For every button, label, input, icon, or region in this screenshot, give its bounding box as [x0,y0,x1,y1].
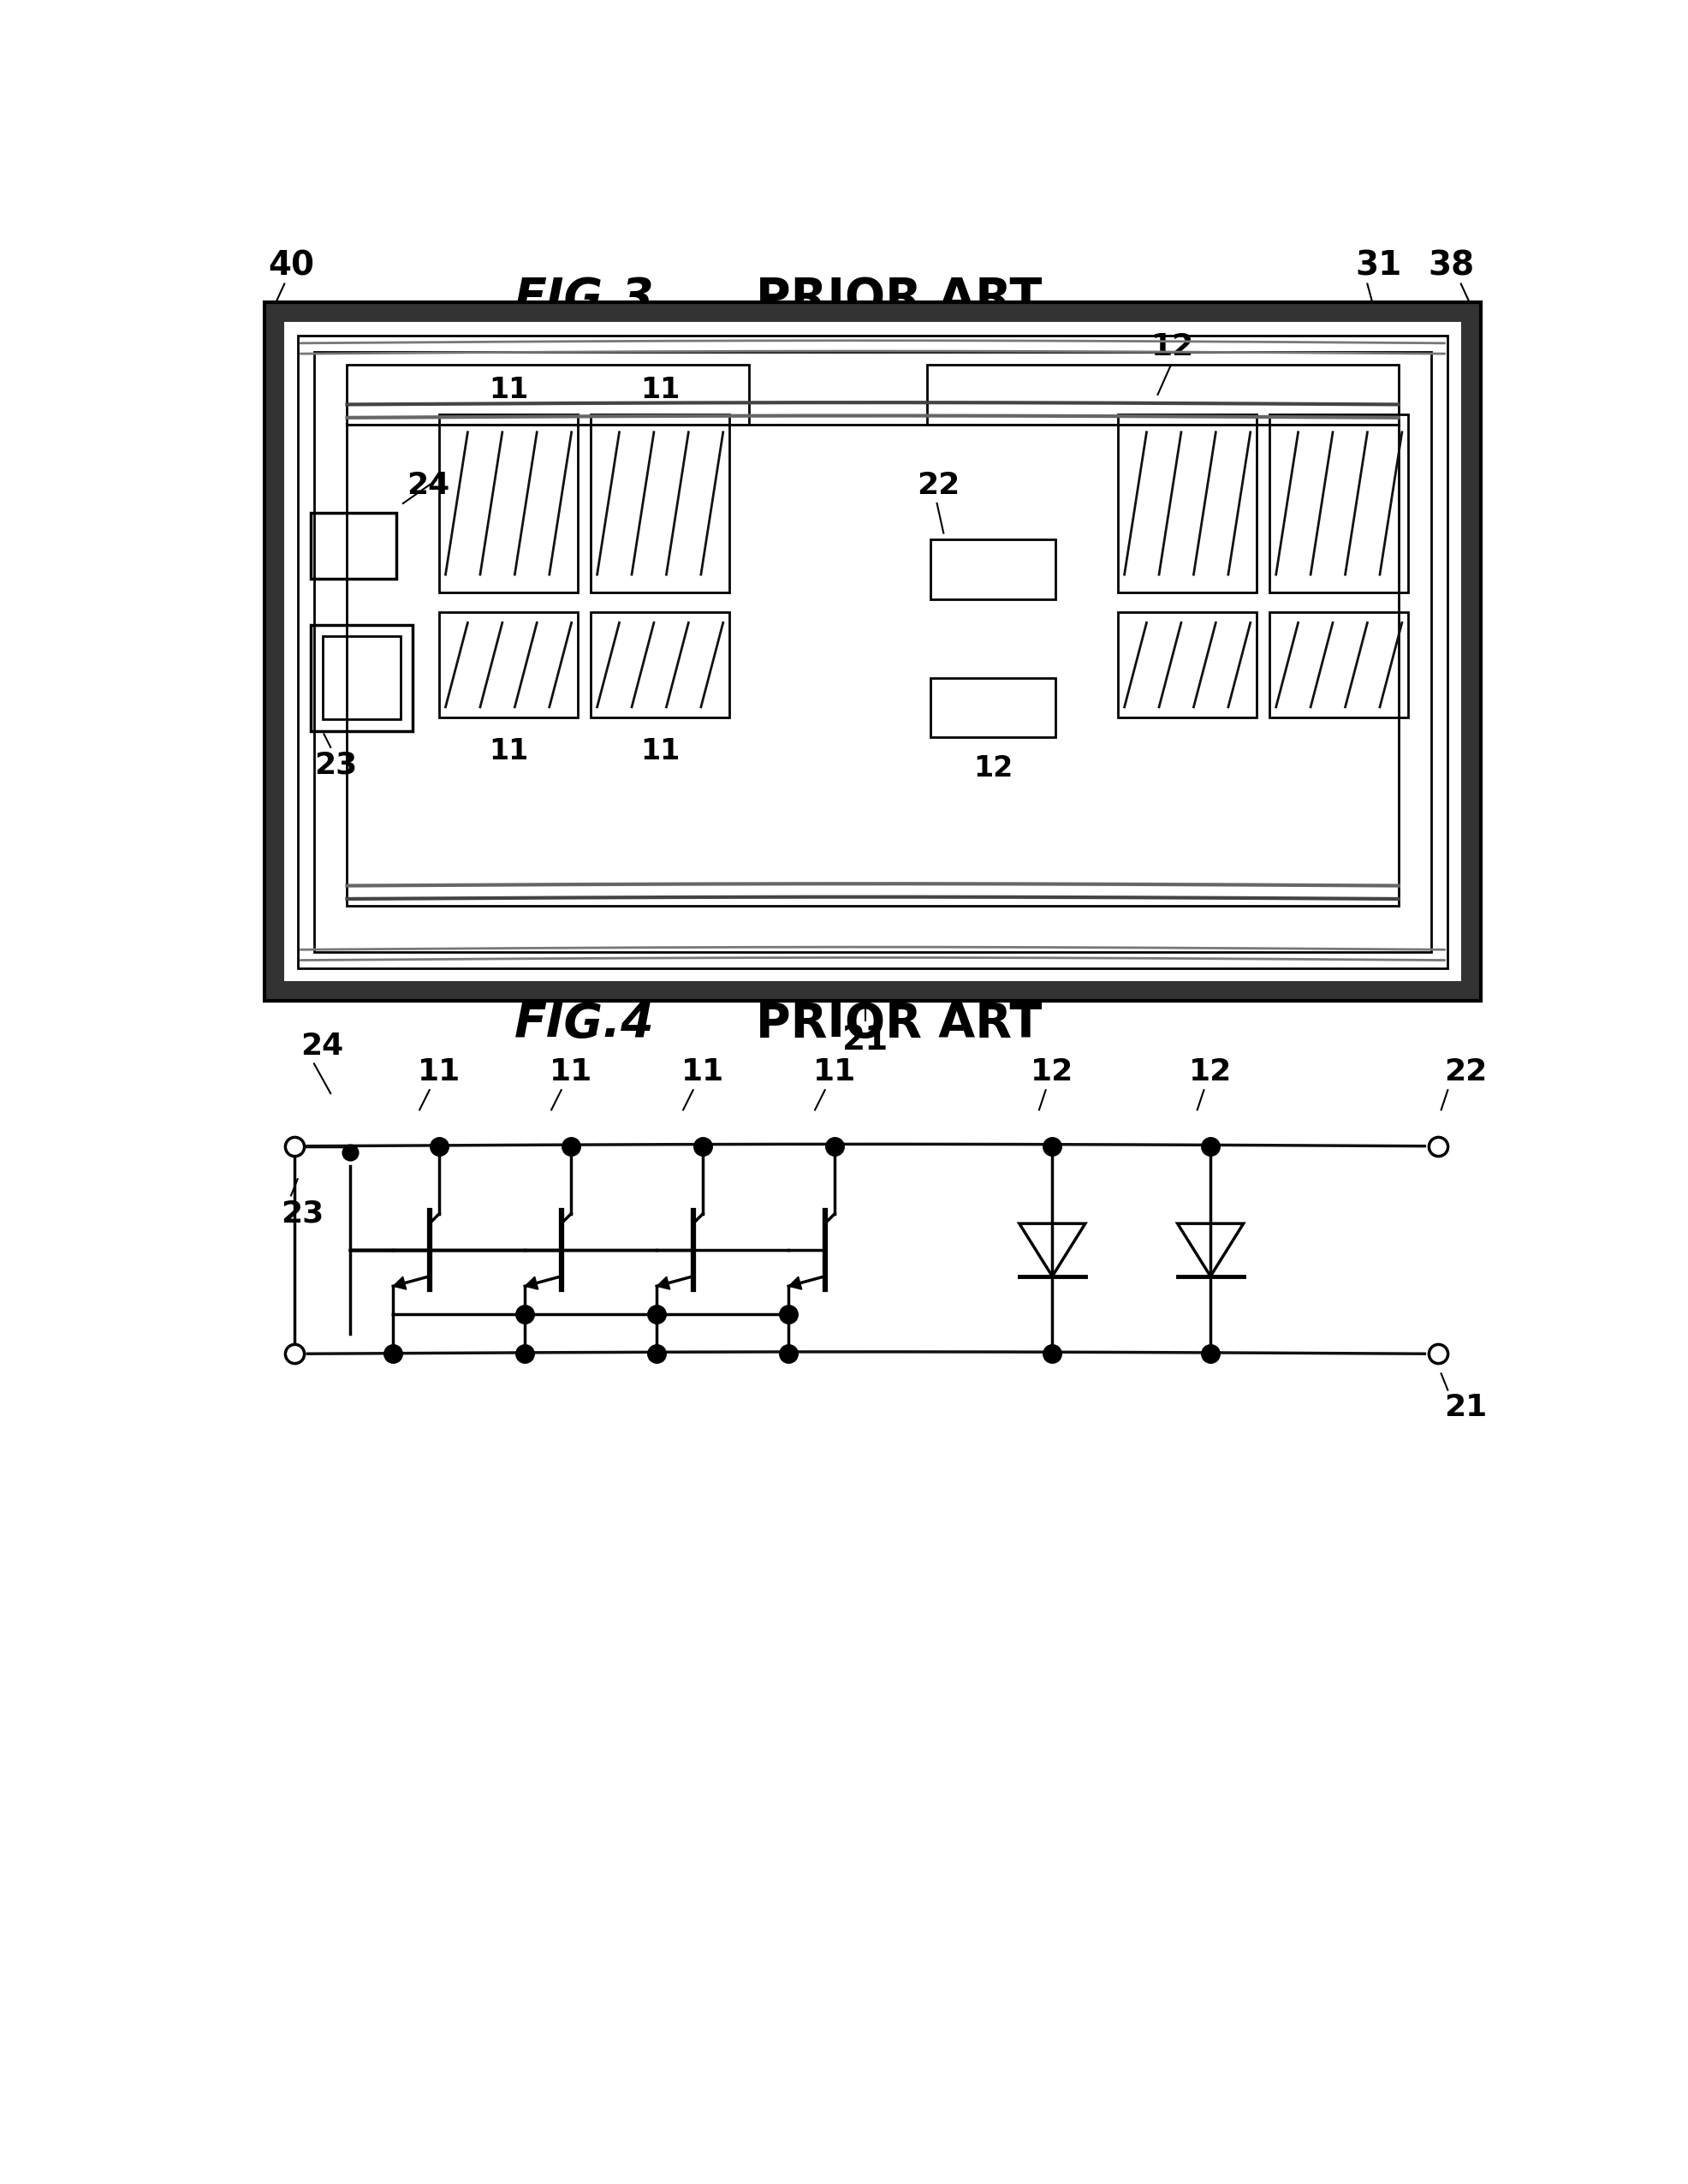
Text: 11: 11 [490,738,528,767]
Polygon shape [525,1278,538,1289]
Text: PRIOR ART: PRIOR ART [756,275,1041,323]
Text: 22: 22 [917,472,960,500]
Text: 24: 24 [407,472,449,500]
Bar [265,981,1480,1000]
Text: 21: 21 [1445,1393,1487,1422]
Bar [930,677,1055,738]
Bar [265,301,1480,1000]
Bar [265,301,1480,321]
Bar [930,539,1055,598]
Text: 11: 11 [682,1057,724,1088]
Bar [439,415,577,592]
Polygon shape [657,1278,670,1289]
Bar [322,636,400,719]
Polygon shape [393,1278,407,1289]
Bar [591,612,729,719]
Text: 31: 31 [1355,249,1403,282]
Bar [439,612,577,719]
Text: 11: 11 [419,1057,461,1088]
Text: 12: 12 [1188,1057,1232,1088]
Text: 23: 23 [314,751,358,780]
Text: FIG.4: FIG.4 [515,1000,655,1048]
Bar [1460,301,1480,1000]
Bar [311,513,397,579]
Text: 11: 11 [550,1057,592,1088]
Text: 24: 24 [300,1031,344,1061]
Text: PRIOR ART: PRIOR ART [756,1000,1041,1048]
Text: 11: 11 [640,376,680,404]
Bar [1269,612,1408,719]
Bar [311,625,414,732]
Polygon shape [788,1278,802,1289]
Text: 12: 12 [974,753,1013,782]
Text: 11: 11 [640,738,680,767]
Text: 11: 11 [490,376,528,404]
Bar [348,424,1398,906]
Bar [265,301,284,1000]
Bar [927,365,1398,424]
Text: 21: 21 [842,1024,888,1057]
Text: 12: 12 [1031,1057,1074,1088]
Text: 11: 11 [814,1057,856,1088]
Text: 23: 23 [282,1199,324,1227]
Bar [314,352,1431,952]
Text: 22: 22 [1445,1057,1487,1088]
Bar [1117,415,1256,592]
Bar [297,336,1448,968]
Text: 40: 40 [268,249,314,282]
Bar [591,415,729,592]
Bar [348,365,749,424]
Bar [1117,612,1256,719]
Text: 38: 38 [1428,249,1474,282]
Bar [1269,415,1408,592]
Text: 12: 12 [1151,332,1193,363]
Text: FIG.3: FIG.3 [515,275,655,323]
